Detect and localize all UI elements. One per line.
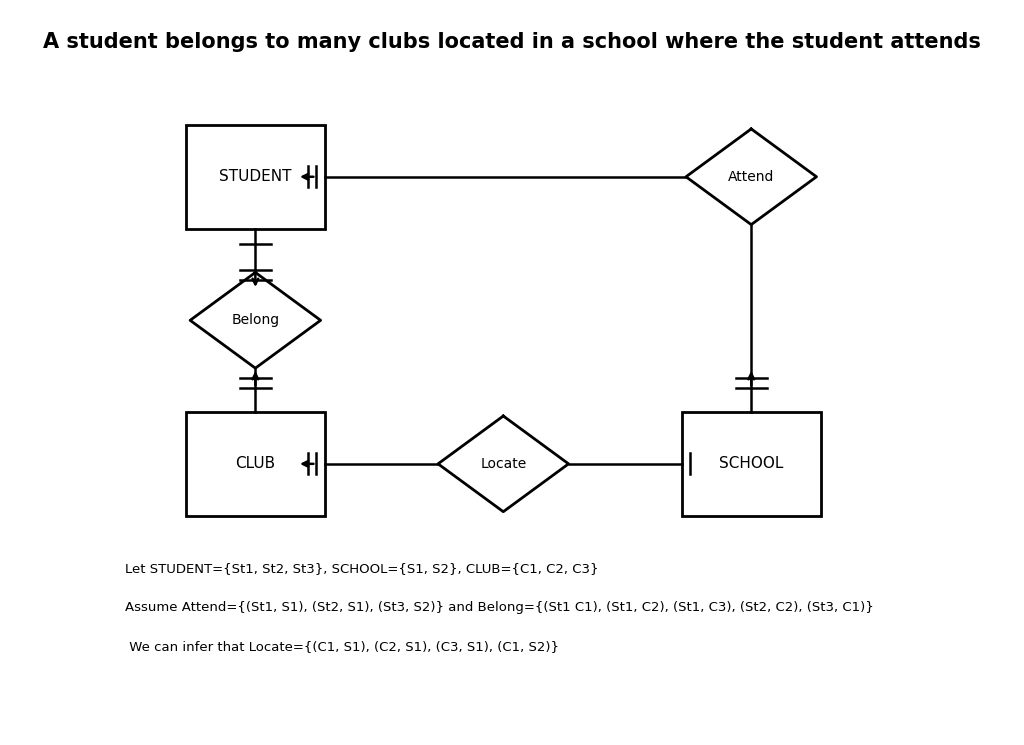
- Bar: [682, 412, 821, 516]
- Text: CLUB: CLUB: [236, 457, 275, 472]
- Text: Belong: Belong: [231, 314, 280, 327]
- Bar: [185, 412, 325, 516]
- Text: SCHOOL: SCHOOL: [719, 457, 783, 472]
- Text: STUDENT: STUDENT: [219, 169, 292, 184]
- Text: Locate: Locate: [480, 457, 526, 471]
- Text: Let STUDENT={St1, St2, St3}, SCHOOL={S1, S2}, CLUB={C1, C2, C3}: Let STUDENT={St1, St2, St3}, SCHOOL={S1,…: [125, 562, 598, 574]
- Bar: [185, 124, 325, 229]
- Text: A student belongs to many clubs located in a school where the student attends: A student belongs to many clubs located …: [43, 32, 981, 52]
- Text: Attend: Attend: [728, 170, 774, 184]
- Text: Assume Attend={(St1, S1), (St2, S1), (St3, S2)} and Belong={(St1 C1), (St1, C2),: Assume Attend={(St1, S1), (St2, S1), (St…: [125, 601, 873, 614]
- Text: We can infer that Locate={(C1, S1), (C2, S1), (C3, S1), (C1, S2)}: We can infer that Locate={(C1, S1), (C2,…: [125, 640, 559, 653]
